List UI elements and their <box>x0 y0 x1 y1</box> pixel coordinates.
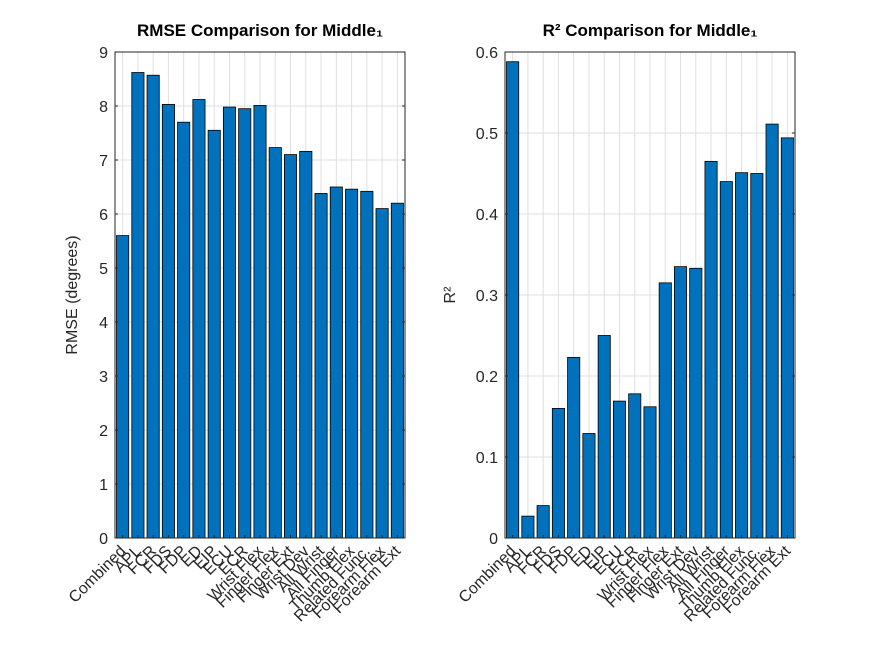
bar <box>735 172 749 539</box>
y-tick-label: 3 <box>99 369 108 386</box>
bar <box>750 173 764 539</box>
bar <box>192 99 206 539</box>
y-tick-label: 8 <box>99 99 108 116</box>
bar <box>612 400 626 539</box>
y-tick-label: 7 <box>99 153 108 170</box>
bar <box>299 150 313 539</box>
bar <box>375 208 389 539</box>
bar <box>177 121 191 539</box>
y-tick-label: 9 <box>99 45 108 62</box>
bar <box>551 407 565 539</box>
axes-box <box>114 51 406 539</box>
y-axis-label: R² <box>442 286 459 304</box>
chart-title: RMSE Comparison for Middle₁ <box>137 21 383 40</box>
x-tick-label: Combined <box>456 543 520 607</box>
bar <box>780 137 794 539</box>
y-tick-label: 0 <box>99 531 108 548</box>
bar <box>643 406 657 539</box>
y-tick-label: 4 <box>99 315 108 332</box>
y-tick-label: 6 <box>99 207 108 224</box>
bar <box>536 505 550 539</box>
bar <box>146 74 160 539</box>
bar <box>704 160 718 539</box>
y-tick-label: 0 <box>489 531 498 548</box>
bar <box>314 193 328 539</box>
bar <box>207 129 221 539</box>
bar <box>658 282 672 539</box>
bar <box>567 356 581 539</box>
bar <box>238 108 252 539</box>
bar <box>345 188 359 539</box>
bar <box>390 202 404 539</box>
bar <box>689 267 703 539</box>
bar <box>521 515 535 539</box>
bar <box>628 393 642 539</box>
bar <box>253 105 267 539</box>
axes-box <box>504 51 796 539</box>
bar <box>506 61 520 539</box>
bar <box>329 186 343 539</box>
y-tick-label: 1 <box>99 477 108 494</box>
bar <box>284 154 298 539</box>
y-tick-label: 0.3 <box>476 288 498 305</box>
bar <box>597 335 611 539</box>
bar <box>222 106 236 539</box>
y-tick-label: 0.2 <box>476 369 498 386</box>
y-tick-label: 0.6 <box>476 45 498 62</box>
y-tick-label: 0.1 <box>476 450 498 467</box>
bar <box>582 433 596 539</box>
bar <box>116 235 130 539</box>
bar <box>360 190 374 539</box>
bar <box>131 72 145 539</box>
y-axis-label: RMSE (degrees) <box>64 235 81 354</box>
y-tick-label: 5 <box>99 261 108 278</box>
x-tick-label: Combined <box>66 543 130 607</box>
bar <box>765 123 779 539</box>
bar <box>674 266 688 539</box>
chart-title: R² Comparison for Middle₁ <box>543 21 758 40</box>
y-tick-label: 0.5 <box>476 126 498 143</box>
bar <box>268 147 282 539</box>
bar <box>161 103 175 539</box>
y-tick-label: 0.4 <box>476 207 498 224</box>
y-tick-label: 2 <box>99 423 108 440</box>
bar <box>719 181 733 539</box>
